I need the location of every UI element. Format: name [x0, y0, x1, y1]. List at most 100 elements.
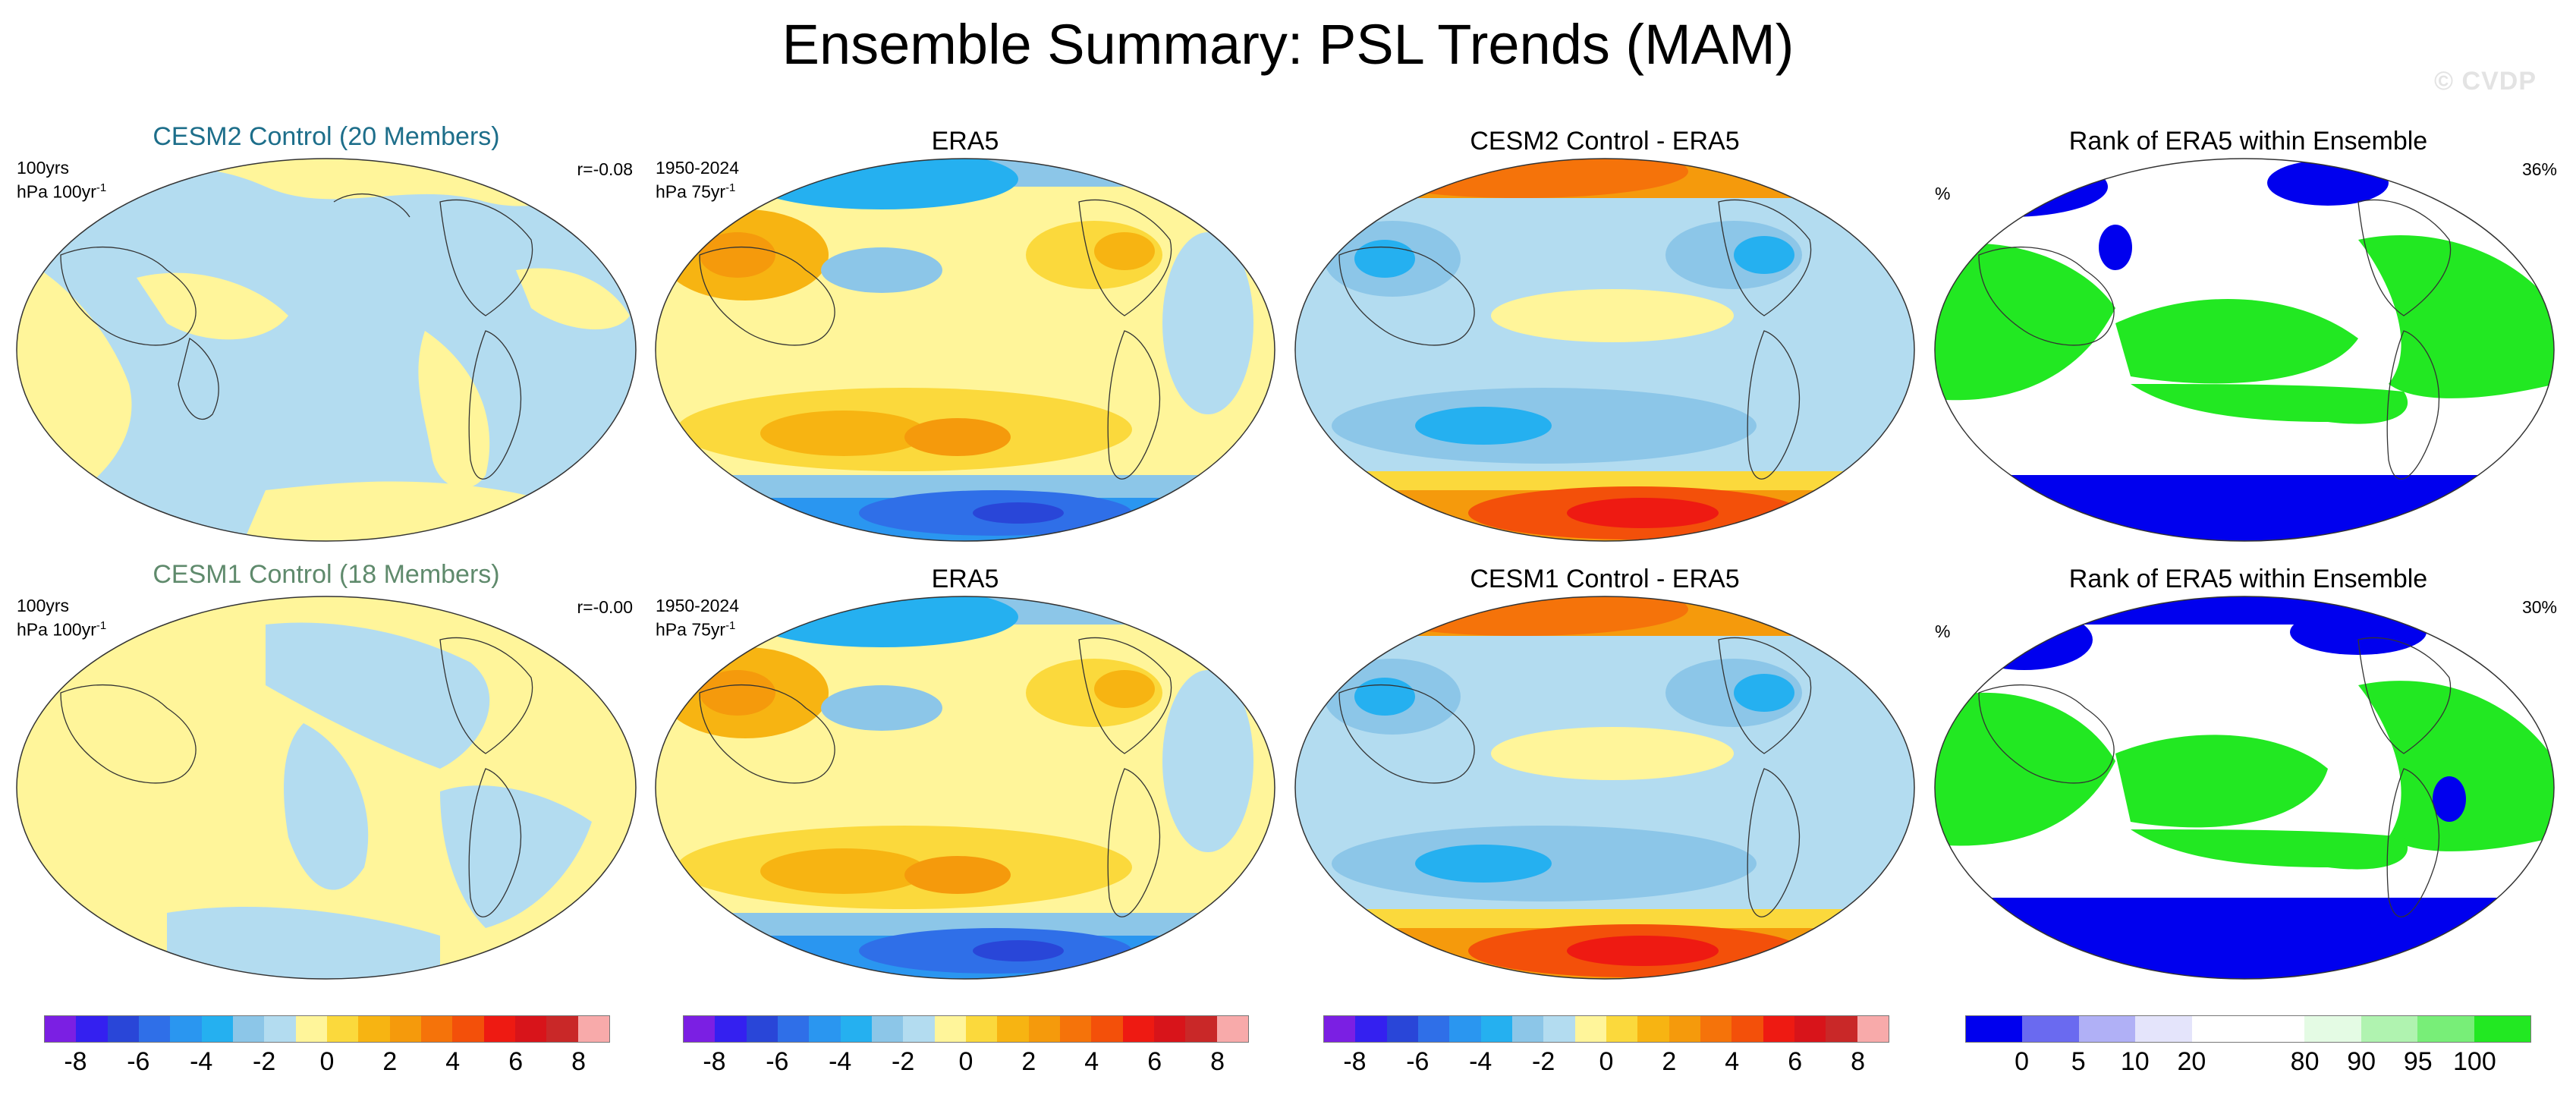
colorbar-swatch [295, 1016, 327, 1042]
colorbar-swatch [1153, 1016, 1186, 1042]
colorbar-swatch [715, 1016, 747, 1042]
colorbar-swatch [452, 1016, 484, 1042]
colorbar-tick-label: 6 [508, 1047, 524, 1076]
colorbar-tick-label: 6 [1788, 1047, 1803, 1076]
colorbar-ticks: -8 -6 -4 -2 0 2 4 6 8 [44, 1043, 610, 1076]
colorbar-swatch [76, 1016, 108, 1042]
colorbar-swatch [1857, 1016, 1889, 1042]
colorbar-swatch [903, 1016, 935, 1042]
colorbar-swatch [1966, 1016, 2023, 1042]
colorbar-swatch [1669, 1016, 1700, 1042]
colorbar-swatch [1574, 1016, 1606, 1042]
colorbar-tick-label: -8 [1343, 1047, 1367, 1076]
colorbar-swatch [684, 1016, 716, 1042]
colorbar-swatch [809, 1016, 841, 1042]
colorbar-tick-label: -4 [190, 1047, 213, 1076]
colorbar-tick-label: 0 [319, 1047, 335, 1076]
colorbar-swatch [358, 1016, 390, 1042]
colorbar-tick-label: 6 [1147, 1047, 1162, 1076]
obs-title: ERA5 [931, 127, 999, 156]
colorbar-tick-label: -8 [64, 1047, 87, 1076]
panel-diff-row2: CESM1 Control - ERA5 [1294, 556, 1916, 987]
colorbar-swatch [1794, 1016, 1826, 1042]
colorbar-ticks: -8 -6 -4 -2 0 2 4 6 8 [683, 1043, 1249, 1076]
colorbar-swatch [1059, 1016, 1092, 1042]
panel-obs-row2: ERA5 1950-2024 hPa 75yr-1 [654, 556, 1276, 987]
panel-model-row1: CESM2 Control (20 Members) 100yrs hPa 10… [15, 118, 637, 549]
colorbar-swatch [2248, 1016, 2305, 1042]
rank-title: Rank of ERA5 within Ensemble [2068, 127, 2428, 156]
obs-title: ERA5 [931, 565, 999, 593]
colorbar-tick-label: 95 [2403, 1047, 2433, 1076]
map-model-row2 [16, 596, 637, 980]
colorbar-tick-label: 90 [2347, 1047, 2376, 1076]
colorbar-tick-label: -6 [127, 1047, 150, 1076]
map-model-row1 [16, 158, 637, 542]
colorbar-tick-label: -4 [829, 1047, 852, 1076]
period-label: 1950-2024 [656, 596, 739, 615]
units-label: hPa 75yr-1 [656, 619, 736, 640]
colorbar-swatches [1965, 1015, 2531, 1043]
period-label: 100yrs [17, 596, 70, 615]
panel-model-row2: CESM1 Control (18 Members) 100yrs hPa 10… [15, 556, 637, 987]
colorbar-swatches [683, 1015, 1249, 1043]
colorbar-swatch [389, 1016, 421, 1042]
colorbar-swatch [1355, 1016, 1387, 1042]
colorbar-swatch [1185, 1016, 1217, 1042]
colorbar-swatch [201, 1016, 233, 1042]
watermark: © CVDP [2434, 67, 2537, 96]
colorbar-swatch [1826, 1016, 1857, 1042]
colorbar-tick-label: 8 [1851, 1047, 1866, 1076]
colorbar-swatch [1122, 1016, 1154, 1042]
colorbar-swatch [1216, 1016, 1248, 1042]
colorbar-swatch [1637, 1016, 1669, 1042]
colorbar-swatch [483, 1016, 515, 1042]
map-rank-row1 [1934, 158, 2555, 542]
colorbar-swatch [1511, 1016, 1544, 1042]
colorbar-tick-label: 8 [571, 1047, 587, 1076]
colorbar-tick-label: 8 [1210, 1047, 1225, 1076]
colorbar-swatch [840, 1016, 872, 1042]
rank-title: Rank of ERA5 within Ensemble [2068, 565, 2428, 593]
colorbar-swatch [2304, 1016, 2361, 1042]
panel-obs-row1: ERA5 1950-2024 hPa 75yr-1 [654, 118, 1276, 549]
period-label: 1950-2024 [656, 158, 739, 178]
colorbar-tick-label: 100 [2453, 1047, 2496, 1076]
colorbar-swatch [2361, 1016, 2418, 1042]
colorbar-tick-label: 0 [1599, 1047, 1614, 1076]
units-label: hPa 75yr-1 [656, 181, 736, 202]
colorbar-swatch [107, 1016, 139, 1042]
correlation-label: r=-0.00 [577, 597, 633, 617]
colorbar-tick-label: 0 [958, 1047, 973, 1076]
rank-percent-label: 36% [2521, 159, 2557, 179]
map-diff-row1 [1294, 158, 1915, 542]
colorbar-swatch [232, 1016, 265, 1042]
panel-rank-row2: Rank of ERA5 within Ensemble % 30% [1933, 556, 2563, 987]
colorbar-swatch [934, 1016, 966, 1042]
colorbar-tick-label: 4 [445, 1047, 461, 1076]
colorbar-ticks: -8 -6 -4 -2 0 2 4 6 8 [1323, 1043, 1889, 1076]
colorbar-tick-label: 2 [1021, 1047, 1036, 1076]
colorbar-swatch [777, 1016, 810, 1042]
correlation-label: r=-0.08 [577, 159, 633, 179]
colorbar-rank: 0 5 10 20 80 90 95 100 [1965, 1015, 2531, 1076]
colorbar-swatch [965, 1016, 998, 1042]
colorbar-obs: -8 -6 -4 -2 0 2 4 6 8 [683, 1015, 1249, 1076]
colorbar-swatch [1606, 1016, 1638, 1042]
colorbar-tick-label: 5 [2071, 1047, 2086, 1076]
colorbar-swatches [44, 1015, 610, 1043]
map-diff-row2 [1294, 596, 1915, 980]
colorbar-swatch [746, 1016, 778, 1042]
colorbar-model: -8 -6 -4 -2 0 2 4 6 8 [44, 1015, 610, 1076]
colorbar-swatch [997, 1016, 1029, 1042]
colorbar-swatch [264, 1016, 296, 1042]
colorbar-swatch [2078, 1016, 2136, 1042]
colorbar-swatch [1449, 1016, 1481, 1042]
colorbar-tick-label: 2 [382, 1047, 398, 1076]
colorbar-swatch [546, 1016, 578, 1042]
colorbar-swatch [1763, 1016, 1794, 1042]
colorbar-swatch [577, 1016, 609, 1042]
rank-units-label: % [1935, 621, 1951, 641]
colorbar-swatch [514, 1016, 547, 1042]
colorbar-swatch [1417, 1016, 1450, 1042]
